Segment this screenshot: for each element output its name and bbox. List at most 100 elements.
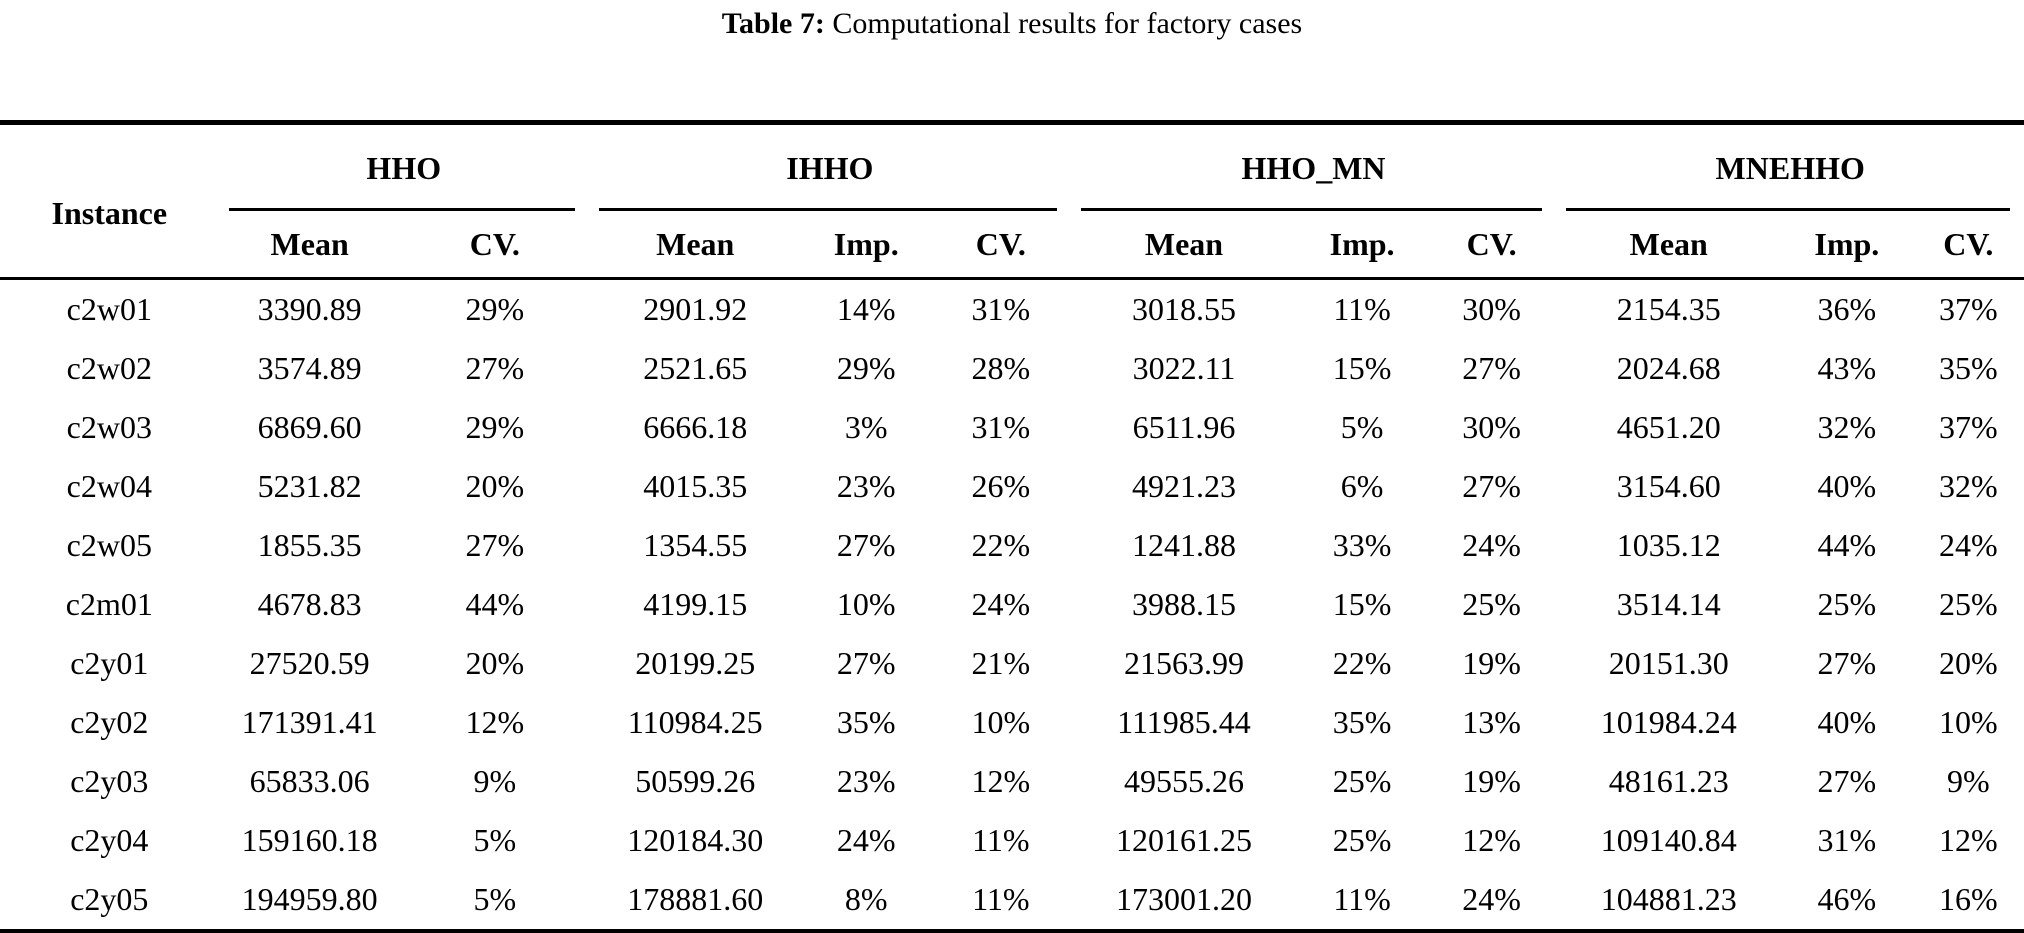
group-header-mnehho: MNEHHO <box>1556 123 2024 212</box>
cell-ihho-mean: 6666.18 <box>643 409 748 445</box>
cell-hho-mn-cv: 24% <box>1462 527 1521 563</box>
cell-hho-mn-imp: 22% <box>1332 645 1392 681</box>
cell-instance: c2w02 <box>66 350 152 386</box>
cell-hho-cv: 9% <box>473 763 517 799</box>
cell-mnehho-imp: 32% <box>1817 409 1877 445</box>
cell-hho-cv: 5% <box>473 822 517 858</box>
results-table: Instance HHO IHHO HHO_MN MNEHHO Mean CV.… <box>0 120 2024 933</box>
cell-hho-mn-cv: 27% <box>1462 350 1521 386</box>
cell-hho-mn-cv: 13% <box>1462 704 1521 740</box>
cell-hho-cv: 44% <box>465 586 525 622</box>
cell-hho-mean: 3390.89 <box>257 291 362 327</box>
cell-ihho-mean: 2901.92 <box>643 291 748 327</box>
cell-hho-mean: 6869.60 <box>257 409 362 445</box>
cell-hho-mn-cv: 12% <box>1462 822 1521 858</box>
cell-ihho-mean: 178881.60 <box>627 881 764 917</box>
cell-hho-mean: 65833.06 <box>249 763 370 799</box>
cell-ihho-imp: 24% <box>836 822 896 858</box>
cell-hho-mn-cv: 25% <box>1462 586 1521 622</box>
cell-mnehho-cv: 20% <box>1938 645 1998 681</box>
column-header-mnehho-mean: Mean <box>1556 211 1782 280</box>
cell-hho-mn-imp: 25% <box>1332 822 1392 858</box>
cell-ihho-mean: 50599.26 <box>635 763 756 799</box>
column-header-mnehho-imp: Imp. <box>1781 211 1913 280</box>
cell-mnehho-imp: 27% <box>1817 763 1877 799</box>
cell-ihho-mean: 20199.25 <box>635 645 756 681</box>
cell-hho-mn-cv: 19% <box>1462 645 1521 681</box>
cell-mnehho-mean: 4651.20 <box>1616 409 1721 445</box>
cell-hho-mn-mean: 120161.25 <box>1115 822 1252 858</box>
cell-instance: c2m01 <box>65 586 153 622</box>
cell-mnehho-mean: 2154.35 <box>1616 291 1721 327</box>
table-row: c2m01 4678.83 44% 4199.15 10% 24% 3988.1… <box>0 575 2024 634</box>
table-row: c2w02 3574.89 27% 2521.65 29% 28% 3022.1… <box>0 339 2024 398</box>
cell-mnehho-mean: 3514.14 <box>1616 586 1721 622</box>
cell-mnehho-imp: 36% <box>1817 291 1877 327</box>
cell-hho-mn-mean: 3988.15 <box>1131 586 1236 622</box>
cell-ihho-imp: 8% <box>844 881 888 917</box>
cell-ihho-imp: 27% <box>836 527 896 563</box>
cell-mnehho-mean: 48161.23 <box>1608 763 1729 799</box>
group-header-hho: HHO <box>219 123 589 212</box>
cell-hho-mean: 1855.35 <box>257 527 362 563</box>
group-header-row: Instance HHO IHHO HHO_MN MNEHHO <box>0 122 2024 280</box>
sub-header-row: Mean CV. Mean Imp. CV. Mean Imp. CV. Mea… <box>0 211 2024 280</box>
cell-mnehho-cv: 25% <box>1938 586 1998 622</box>
cell-mnehho-mean: 109140.84 <box>1600 822 1737 858</box>
cell-ihho-cv: 22% <box>971 527 1031 563</box>
cell-ihho-imp: 3% <box>844 409 888 445</box>
cell-ihho-cv: 28% <box>971 350 1031 386</box>
cell-hho-mn-imp: 25% <box>1332 763 1392 799</box>
cell-instance: c2w04 <box>66 468 152 504</box>
cell-mnehho-imp: 46% <box>1817 881 1877 917</box>
cell-hho-mean: 5231.82 <box>257 468 362 504</box>
column-header-mnehho-cv: CV. <box>1912 211 2024 280</box>
cell-instance: c2y04 <box>70 822 149 858</box>
cell-hho-cv: 5% <box>473 881 517 917</box>
cell-instance: c2w05 <box>66 527 152 563</box>
cell-mnehho-cv: 35% <box>1938 350 1998 386</box>
cell-mnehho-cv: 37% <box>1938 409 1998 445</box>
group-header-hho-mn: HHO_MN <box>1071 123 1557 212</box>
cell-ihho-mean: 110984.25 <box>627 704 763 740</box>
cell-hho-mean: 159160.18 <box>241 822 378 858</box>
table-row: c2w05 1855.35 27% 1354.55 27% 22% 1241.8… <box>0 516 2024 575</box>
column-header-ihho-cv: CV. <box>931 211 1071 280</box>
cell-ihho-cv: 31% <box>971 409 1031 445</box>
cell-mnehho-mean: 104881.23 <box>1600 881 1737 917</box>
cell-mnehho-cv: 24% <box>1938 527 1998 563</box>
cell-hho-mean: 194959.80 <box>241 881 378 917</box>
group-header-ihho: IHHO <box>589 123 1071 212</box>
cell-ihho-cv: 21% <box>971 645 1031 681</box>
cell-ihho-imp: 14% <box>836 291 896 327</box>
table-row: c2y05 194959.80 5% 178881.60 8% 11% 1730… <box>0 870 2024 932</box>
column-header-hho-mn-imp: Imp. <box>1297 211 1427 280</box>
cell-hho-mn-mean: 21563.99 <box>1123 645 1244 681</box>
cell-mnehho-imp: 40% <box>1817 468 1877 504</box>
cell-ihho-cv: 11% <box>972 881 1030 917</box>
cell-ihho-cv: 31% <box>971 291 1031 327</box>
cell-ihho-cv: 10% <box>971 704 1031 740</box>
cell-hho-mn-mean: 3022.11 <box>1132 350 1236 386</box>
cell-mnehho-imp: 27% <box>1817 645 1877 681</box>
cell-hho-cv: 27% <box>465 350 525 386</box>
table-caption: Table 7: Computational results for facto… <box>0 0 2024 44</box>
cell-ihho-imp: 27% <box>836 645 896 681</box>
cell-ihho-mean: 4015.35 <box>643 468 748 504</box>
cell-ihho-mean: 2521.65 <box>643 350 748 386</box>
caption-text: Computational results for factory cases <box>832 7 1303 40</box>
cell-hho-mn-imp: 35% <box>1332 704 1392 740</box>
cell-ihho-cv: 24% <box>971 586 1031 622</box>
table-row: c2y03 65833.06 9% 50599.26 23% 12% 49555… <box>0 752 2024 811</box>
cell-hho-mn-cv: 30% <box>1462 409 1521 445</box>
cell-mnehho-mean: 3154.60 <box>1616 468 1721 504</box>
column-header-hho-mean: Mean <box>218 211 401 280</box>
cell-mnehho-mean: 1035.12 <box>1616 527 1721 563</box>
cell-ihho-mean: 1354.55 <box>643 527 748 563</box>
cell-hho-cv: 29% <box>465 291 525 327</box>
cell-hho-mn-imp: 15% <box>1332 350 1392 386</box>
cell-hho-cv: 29% <box>465 409 525 445</box>
cell-ihho-imp: 23% <box>836 763 896 799</box>
cell-hho-mn-mean: 111985.44 <box>1117 704 1251 740</box>
